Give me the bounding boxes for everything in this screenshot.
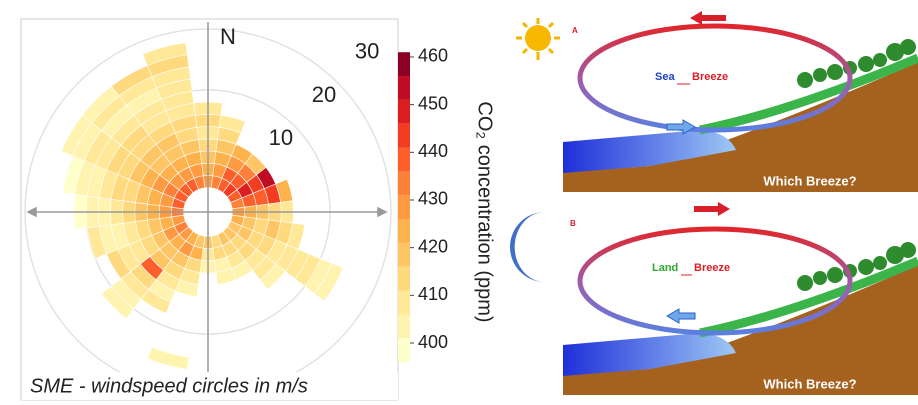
sun	[516, 18, 560, 60]
north-label: N	[220, 24, 236, 49]
colorbar-tick-label: 430	[418, 189, 448, 209]
colorbar-step	[398, 124, 410, 148]
panel-letter: A	[572, 26, 578, 35]
colorbar-tick-label: 450	[418, 93, 448, 113]
colorbar-step	[398, 267, 410, 291]
ring-label: 20	[312, 82, 336, 107]
colorbar-step	[398, 291, 410, 315]
ring-label: 30	[355, 39, 379, 64]
question: Which Breeze?	[763, 173, 856, 188]
moon	[510, 212, 545, 282]
colorbar-tick-label: 420	[418, 236, 448, 256]
colorbar-step	[398, 52, 410, 76]
sea-breeze-scene	[563, 20, 918, 192]
figure: N SME - windspeed circles in m/s CO₂ con…	[0, 0, 918, 405]
colorbar-tick-label: 400	[418, 332, 448, 352]
breeze-word: Breeze	[692, 71, 728, 83]
wind-word: Land	[652, 262, 678, 274]
colorbar-label: CO₂ concentration (ppm)	[474, 101, 496, 322]
colorbar-step	[398, 195, 410, 219]
wind-word: Sea	[655, 71, 675, 83]
colorbar-step	[398, 338, 410, 362]
panel-letter: B	[570, 219, 576, 228]
land-breeze-scene	[563, 223, 918, 395]
colorbar-tick-label: 410	[418, 284, 448, 304]
colorbar-tick-label: 460	[418, 46, 448, 66]
colorbar-step	[398, 243, 410, 267]
colorbar-step	[398, 219, 410, 243]
colorbar-step	[398, 148, 410, 172]
colorbar-step	[398, 314, 410, 338]
caption: SME - windspeed circles in m/s	[30, 375, 308, 397]
colorbar-step	[398, 76, 410, 100]
ring-label: 10	[269, 125, 293, 150]
arrow	[694, 202, 730, 216]
colorbar-tick-label: 440	[418, 141, 448, 161]
colorbar-step	[398, 171, 410, 195]
question: Which Breeze?	[763, 376, 856, 391]
breeze-word: Breeze	[694, 262, 730, 274]
colorbar-step	[398, 100, 410, 124]
